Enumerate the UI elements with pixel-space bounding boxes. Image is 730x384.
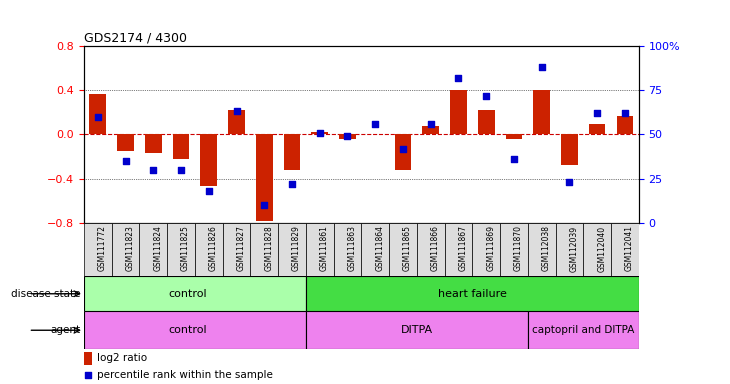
Bar	[84, 276, 306, 311]
Text: percentile rank within the sample: percentile rank within the sample	[96, 370, 272, 381]
Point	[342, 133, 353, 139]
Bar	[583, 223, 611, 276]
Bar	[423, 126, 439, 134]
Bar	[84, 311, 306, 349]
Point	[591, 110, 603, 116]
Bar	[112, 223, 139, 276]
Point	[147, 167, 159, 173]
Text: GSM111869: GSM111869	[486, 225, 495, 271]
Bar	[118, 134, 134, 151]
Bar	[195, 223, 223, 276]
Text: GSM111870: GSM111870	[514, 225, 523, 271]
Text: GSM111864: GSM111864	[375, 225, 384, 271]
Bar	[256, 134, 272, 220]
Bar	[472, 223, 500, 276]
Bar	[611, 223, 639, 276]
Bar	[450, 90, 466, 134]
Bar	[500, 223, 528, 276]
Text: GSM111829: GSM111829	[292, 225, 301, 271]
Text: captopril and DITPA: captopril and DITPA	[532, 325, 634, 335]
Bar	[201, 134, 217, 186]
Bar	[139, 223, 167, 276]
Bar	[589, 124, 605, 134]
Bar	[306, 311, 528, 349]
Text: DITPA: DITPA	[401, 325, 433, 335]
Point	[425, 121, 437, 127]
Text: disease state: disease state	[11, 289, 80, 299]
Bar	[90, 94, 106, 134]
Bar	[84, 223, 112, 276]
Point	[453, 75, 464, 81]
Bar	[250, 223, 278, 276]
Bar	[223, 223, 250, 276]
Point	[258, 202, 270, 208]
Bar	[84, 352, 92, 365]
Bar	[561, 134, 577, 165]
Text: log2 ratio: log2 ratio	[96, 353, 147, 363]
Bar	[417, 223, 445, 276]
Bar	[445, 223, 472, 276]
Text: heart failure: heart failure	[438, 289, 507, 299]
Bar	[556, 223, 583, 276]
Text: GSM112041: GSM112041	[625, 225, 634, 271]
Bar	[334, 223, 361, 276]
Text: GSM111823: GSM111823	[126, 225, 134, 271]
Text: GSM111824: GSM111824	[153, 225, 162, 271]
Point	[397, 146, 409, 152]
Point	[231, 108, 242, 114]
Point	[286, 181, 298, 187]
Bar	[395, 134, 411, 170]
Bar	[306, 223, 334, 276]
Point	[120, 158, 131, 164]
Point	[314, 129, 326, 136]
Bar	[145, 134, 161, 153]
Point	[82, 372, 93, 379]
Text: GDS2174 / 4300: GDS2174 / 4300	[84, 32, 187, 45]
Bar	[312, 132, 328, 134]
Text: GSM111861: GSM111861	[320, 225, 328, 271]
Bar	[528, 311, 639, 349]
Bar	[528, 223, 556, 276]
Text: GSM111867: GSM111867	[458, 225, 467, 271]
Bar	[306, 276, 639, 311]
Bar	[389, 223, 417, 276]
Text: GSM111827: GSM111827	[237, 225, 245, 271]
Bar	[478, 110, 494, 134]
Point	[369, 121, 381, 127]
Point	[92, 114, 104, 120]
Point	[619, 110, 631, 116]
Bar	[534, 90, 550, 134]
Bar	[339, 134, 356, 139]
Point	[203, 188, 215, 194]
Point	[508, 156, 520, 162]
Text: GSM111825: GSM111825	[181, 225, 190, 271]
Bar	[228, 110, 245, 134]
Text: GSM111863: GSM111863	[347, 225, 356, 271]
Bar	[173, 134, 189, 159]
Point	[175, 167, 187, 173]
Text: control: control	[169, 325, 207, 335]
Point	[480, 93, 492, 99]
Text: GSM112038: GSM112038	[542, 225, 550, 271]
Text: GSM112039: GSM112039	[569, 225, 578, 271]
Text: agent: agent	[50, 325, 80, 335]
Text: GSM112040: GSM112040	[597, 225, 606, 271]
Text: GSM111772: GSM111772	[98, 225, 107, 271]
Bar	[617, 116, 633, 134]
Point	[536, 64, 548, 70]
Bar	[278, 223, 306, 276]
Bar	[167, 223, 195, 276]
Text: GSM111828: GSM111828	[264, 225, 273, 271]
Text: control: control	[169, 289, 207, 299]
Bar	[284, 134, 300, 170]
Text: GSM111865: GSM111865	[403, 225, 412, 271]
Text: GSM111866: GSM111866	[431, 225, 439, 271]
Text: GSM111826: GSM111826	[209, 225, 218, 271]
Bar	[361, 223, 389, 276]
Point	[564, 179, 575, 185]
Bar	[506, 134, 522, 139]
